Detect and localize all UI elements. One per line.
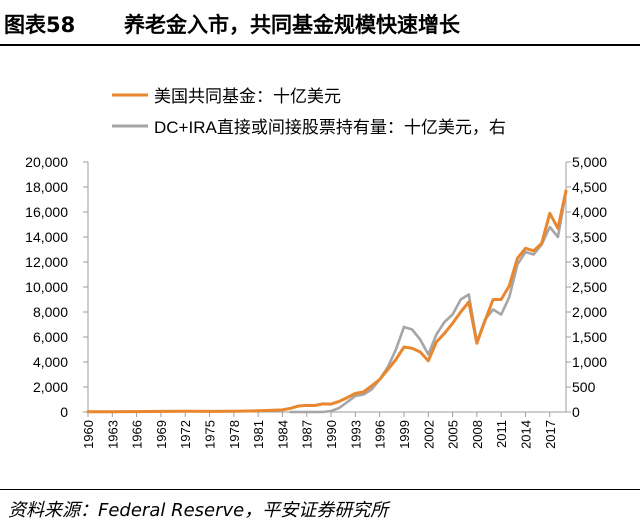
left-y-tick-label: 6,000	[33, 329, 68, 345]
right-y-tick-label: 3,500	[572, 229, 607, 245]
x-tick-label: 1996	[373, 420, 388, 449]
right-y-tick-label: 4,000	[572, 204, 607, 220]
series-layer	[86, 189, 568, 414]
x-tick-label: 2008	[470, 420, 485, 449]
x-tick-label: 2011	[494, 420, 509, 448]
series-line-dc-ira	[289, 190, 568, 414]
left-y-tick-label: 20,000	[25, 154, 68, 170]
left-y-tick-label: 4,000	[33, 354, 68, 370]
x-tick-label: 1960	[81, 420, 96, 449]
legend: 美国共同基金：十亿美元 DC+IRA直接或间接股票持有量：十亿美元，右	[112, 87, 506, 137]
x-tick-label: 1984	[275, 420, 290, 449]
figure-header: 图表58 养老金入市，共同基金规模快速增长	[0, 0, 640, 46]
figure-label: 图表58	[4, 13, 76, 37]
x-tick-label: 1972	[178, 420, 193, 449]
right-y-tick-label: 2,500	[572, 279, 607, 295]
left-y-tick-label: 14,000	[25, 229, 68, 245]
x-tick-label: 1981	[251, 420, 266, 449]
x-tick-label: 1969	[154, 420, 169, 449]
left-y-tick-label: 12,000	[25, 254, 68, 270]
x-tick-label: 2005	[446, 420, 461, 449]
x-tick-label: 2002	[421, 420, 436, 449]
series-line-mutual-funds	[86, 189, 568, 414]
legend-label-mutual-funds: 美国共同基金：十亿美元	[154, 87, 341, 106]
left-y-tick-label: 0	[60, 404, 68, 420]
right-y-tick-label: 0	[572, 404, 580, 420]
left-y-tick-label: 16,000	[25, 204, 68, 220]
right-y-tick-label: 4,500	[572, 179, 607, 195]
right-y-axis-tick-labels: 0 500 1,000 1,500 2,000 2,500 3,000 3,500 4,000 4…	[572, 154, 607, 420]
x-tick-label: 1990	[324, 420, 339, 449]
legend-label-dc-ira: DC+IRA直接或间接股票持有量：十亿美元，右	[154, 118, 506, 137]
axes	[83, 161, 571, 417]
x-tick-label: 1978	[227, 420, 242, 449]
x-tick-label: 1987	[300, 420, 315, 449]
right-y-tick-label: 2,000	[572, 304, 607, 320]
left-y-tick-label: 10,000	[25, 279, 68, 295]
x-tick-label: 1975	[203, 420, 218, 449]
x-tick-label: 1993	[348, 420, 363, 449]
right-y-tick-label: 1,500	[572, 329, 607, 345]
x-tick-label: 1966	[130, 420, 145, 449]
line-chart: 美国共同基金：十亿美元 DC+IRA直接或间接股票持有量：十亿美元，右 0 2,0…	[25, 87, 607, 449]
right-y-tick-label: 500	[572, 379, 596, 395]
right-y-tick-label: 1,000	[572, 354, 607, 370]
right-y-tick-label: 3,000	[572, 254, 607, 270]
source-note: 资料来源：Federal Reserve，平安证券研究所	[8, 500, 389, 521]
x-tick-label: 2017	[543, 420, 558, 449]
x-tick-label: 1963	[105, 420, 120, 449]
figure-title: 养老金入市，共同基金规模快速增长	[124, 13, 460, 37]
left-y-tick-label: 2,000	[33, 379, 68, 395]
left-y-axis-tick-labels: 0 2,000 4,000 6,000 8,000 10,000 12,000 14,000 1…	[25, 154, 68, 420]
x-tick-label: 2014	[518, 420, 533, 449]
left-y-tick-label: 8,000	[33, 304, 68, 320]
x-tick-label: 1999	[397, 420, 412, 449]
x-axis-tick-labels: 1960 1963 1966 1969 1972 1975 1978 1981 1984 1987…	[81, 420, 558, 449]
source-divider	[0, 489, 640, 490]
right-y-tick-label: 5,000	[572, 154, 607, 170]
left-y-tick-label: 18,000	[25, 179, 68, 195]
